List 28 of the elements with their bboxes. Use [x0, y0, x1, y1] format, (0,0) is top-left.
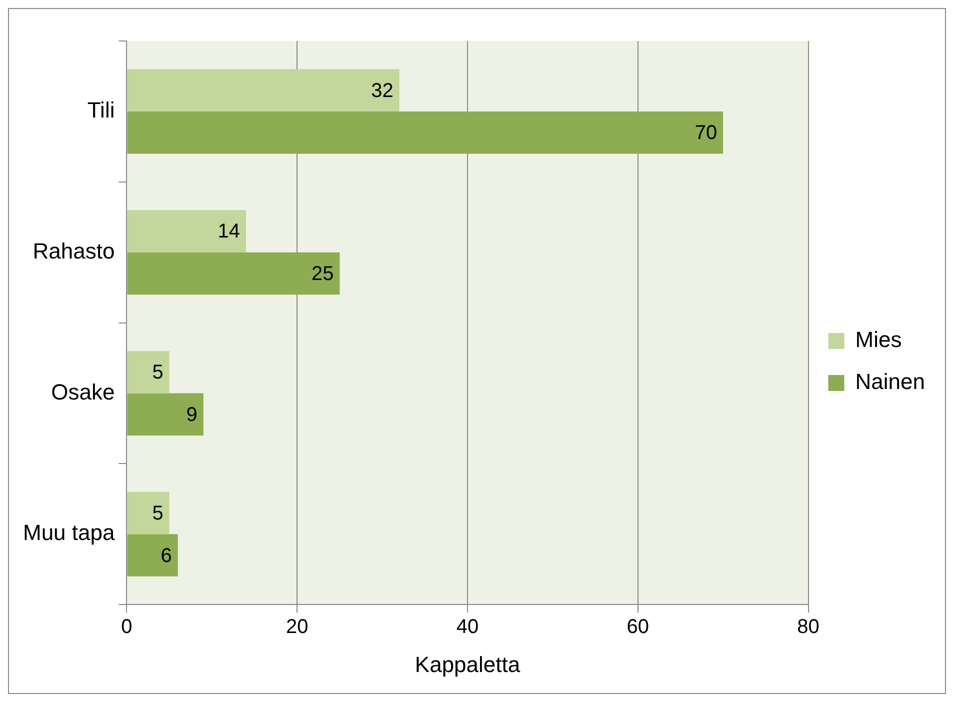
legend-label: Nainen: [855, 369, 925, 394]
data-label: 14: [218, 220, 240, 243]
x-tick-label: 80: [797, 616, 820, 638]
x-axis-title: Kappaletta: [414, 652, 521, 677]
data-label: 25: [311, 263, 334, 285]
data-label: 5: [152, 502, 164, 525]
x-tick-label: 20: [286, 616, 308, 638]
data-label: 5: [152, 362, 164, 384]
bar: [127, 252, 340, 295]
bar: [127, 534, 178, 576]
data-label: 32: [371, 80, 394, 102]
data-label: 6: [160, 544, 172, 567]
bar: [127, 393, 204, 436]
legend-label: Mies: [855, 327, 902, 352]
y-tick-label: Tili: [87, 98, 115, 123]
x-tick-label: 40: [456, 616, 479, 638]
bar: [127, 69, 400, 112]
bar: [127, 111, 724, 154]
y-tick-label: Osake: [51, 379, 115, 404]
bar: [127, 492, 170, 534]
x-tick-label: 0: [121, 616, 132, 638]
bar: [127, 210, 246, 252]
y-tick-label: Rahasto: [32, 238, 115, 264]
data-label: 9: [186, 404, 198, 426]
x-tick-label: 60: [626, 616, 650, 638]
data-label: 70: [694, 122, 718, 144]
bar: [127, 350, 170, 394]
y-tick-label: Muu tapa: [22, 520, 116, 546]
